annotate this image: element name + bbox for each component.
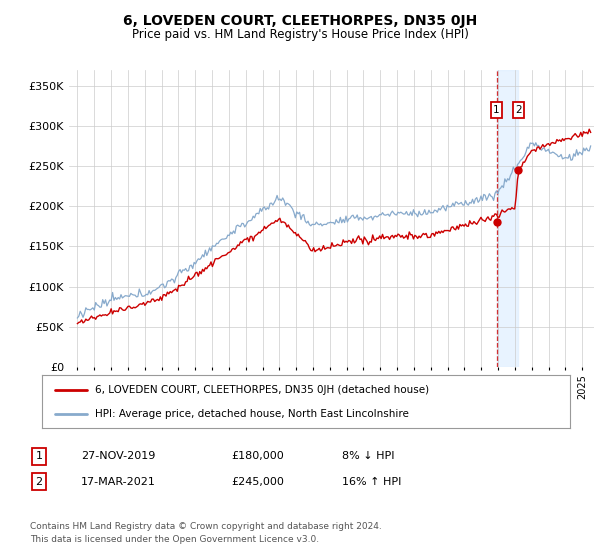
Text: Contains HM Land Registry data © Crown copyright and database right 2024.
This d: Contains HM Land Registry data © Crown c…: [30, 522, 382, 544]
Text: £180,000: £180,000: [231, 451, 284, 461]
Text: 27-NOV-2019: 27-NOV-2019: [81, 451, 155, 461]
Text: 1: 1: [493, 105, 500, 115]
Text: £245,000: £245,000: [231, 477, 284, 487]
Text: 6, LOVEDEN COURT, CLEETHORPES, DN35 0JH: 6, LOVEDEN COURT, CLEETHORPES, DN35 0JH: [123, 14, 477, 28]
Text: Price paid vs. HM Land Registry's House Price Index (HPI): Price paid vs. HM Land Registry's House …: [131, 28, 469, 41]
Text: 8% ↓ HPI: 8% ↓ HPI: [342, 451, 395, 461]
Bar: [497, 70, 518, 367]
Text: 1: 1: [35, 451, 43, 461]
Text: HPI: Average price, detached house, North East Lincolnshire: HPI: Average price, detached house, Nort…: [95, 409, 409, 419]
Text: 6, LOVEDEN COURT, CLEETHORPES, DN35 0JH (detached house): 6, LOVEDEN COURT, CLEETHORPES, DN35 0JH …: [95, 385, 429, 395]
Text: 2: 2: [515, 105, 522, 115]
Text: 17-MAR-2021: 17-MAR-2021: [81, 477, 156, 487]
Text: 16% ↑ HPI: 16% ↑ HPI: [342, 477, 401, 487]
Text: 2: 2: [35, 477, 43, 487]
